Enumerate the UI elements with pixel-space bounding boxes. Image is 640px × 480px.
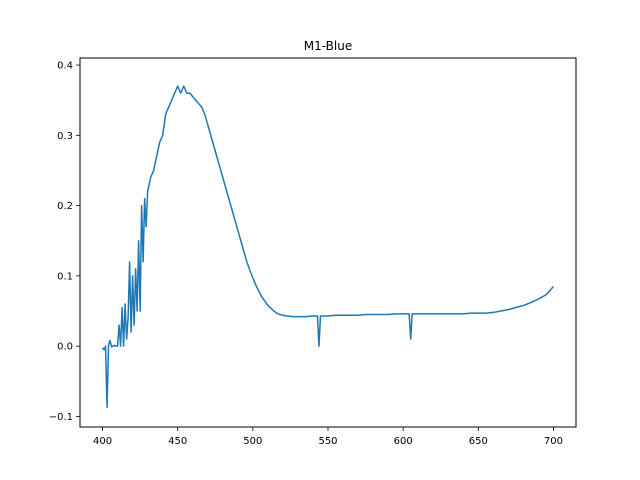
- y-tick-label: 0.1: [57, 271, 73, 282]
- y-tick-label: 0.3: [57, 131, 73, 142]
- y-tick-label: 0.4: [57, 61, 73, 72]
- x-tick-label: 700: [544, 436, 563, 447]
- y-tick-label: −0.1: [49, 412, 73, 423]
- x-tick-label: 650: [469, 436, 488, 447]
- x-tick-label: 550: [318, 436, 337, 447]
- y-tick-label: 0.0: [57, 342, 73, 353]
- chart-title: M1-Blue: [304, 39, 352, 53]
- x-tick-label: 500: [243, 436, 262, 447]
- x-tick-label: 450: [168, 436, 187, 447]
- series-line-0: [101, 85, 555, 409]
- y-tick-label: 0.2: [57, 201, 73, 212]
- x-tick-label: 400: [93, 436, 112, 447]
- axes-frame: [79, 57, 577, 428]
- x-tick-label: 600: [394, 436, 413, 447]
